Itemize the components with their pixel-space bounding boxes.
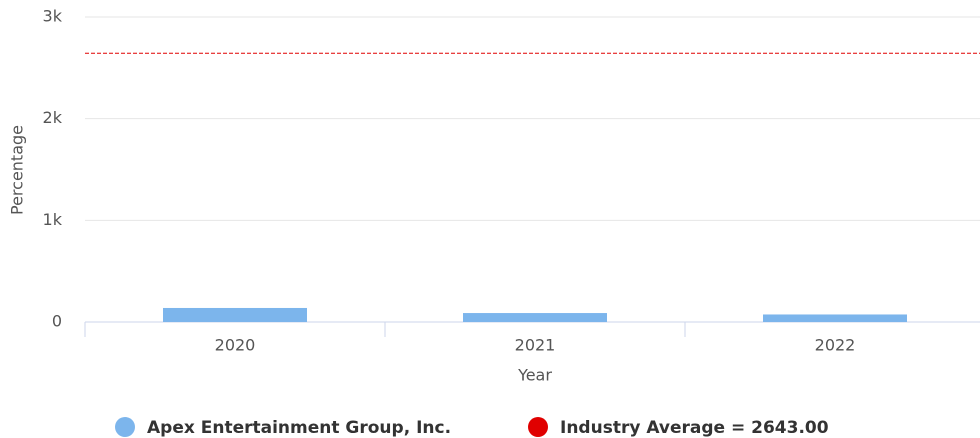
bar [163,307,307,322]
bar [463,313,607,322]
x-tick-label: 2021 [515,336,556,355]
legend-text: Apex Entertainment Group, Inc. [147,418,451,438]
x-tick-label: 2022 [815,336,856,355]
y-axis-label: Percentage [8,125,27,215]
x-axis-label: Year [517,366,552,385]
y-tick-label: 2k [43,108,63,127]
x-tick-label: 2020 [215,336,256,355]
y-tick-label: 0 [52,312,62,331]
legend-marker [528,417,548,437]
y-tick-label: 1k [43,210,63,229]
legend-marker [115,417,135,437]
bar [763,314,907,322]
y-tick-label: 3k [43,7,63,26]
legend-text: Industry Average = 2643.00 [560,418,829,438]
